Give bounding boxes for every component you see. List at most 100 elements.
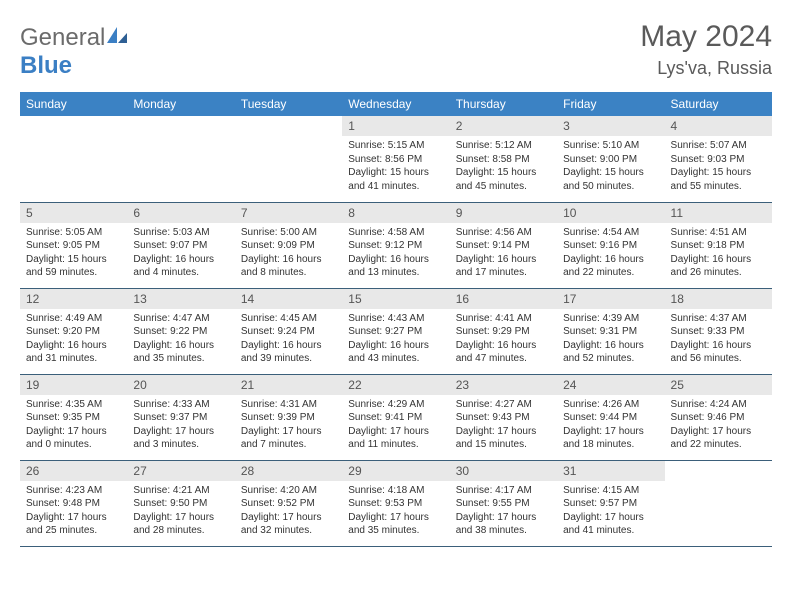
brand-logo: GeneralBlue — [20, 20, 129, 80]
day-dl: Daylight: 16 hours — [241, 253, 336, 267]
day-dl2: and 3 minutes. — [133, 438, 228, 452]
day-ss: Sunset: 9:41 PM — [348, 411, 443, 425]
day-dl: Daylight: 17 hours — [671, 425, 766, 439]
calendar-day-cell: 2Sunrise: 5:12 AMSunset: 8:58 PMDaylight… — [450, 116, 557, 202]
day-details: Sunrise: 4:31 AMSunset: 9:39 PMDaylight:… — [235, 395, 342, 456]
calendar-day-cell: 17Sunrise: 4:39 AMSunset: 9:31 PMDayligh… — [557, 288, 664, 374]
day-details: Sunrise: 4:27 AMSunset: 9:43 PMDaylight:… — [450, 395, 557, 456]
calendar-day-cell: 10Sunrise: 4:54 AMSunset: 9:16 PMDayligh… — [557, 202, 664, 288]
day-sr: Sunrise: 4:27 AM — [456, 398, 551, 412]
day-sr: Sunrise: 4:23 AM — [26, 484, 121, 498]
day-dl2: and 18 minutes. — [563, 438, 658, 452]
calendar-day-cell: 21Sunrise: 4:31 AMSunset: 9:39 PMDayligh… — [235, 374, 342, 460]
brand-general: General — [20, 24, 105, 51]
day-dl2: and 35 minutes. — [348, 524, 443, 538]
calendar-day-cell — [20, 116, 127, 202]
day-details: Sunrise: 4:45 AMSunset: 9:24 PMDaylight:… — [235, 309, 342, 370]
calendar-week-row: 1Sunrise: 5:15 AMSunset: 8:56 PMDaylight… — [20, 116, 772, 202]
day-number: 19 — [20, 375, 127, 395]
day-sr: Sunrise: 4:49 AM — [26, 312, 121, 326]
calendar-day-cell: 19Sunrise: 4:35 AMSunset: 9:35 PMDayligh… — [20, 374, 127, 460]
day-ss: Sunset: 8:56 PM — [348, 153, 443, 167]
day-dl2: and 39 minutes. — [241, 352, 336, 366]
day-dl: Daylight: 17 hours — [348, 511, 443, 525]
day-dl: Daylight: 17 hours — [133, 511, 228, 525]
day-ss: Sunset: 9:07 PM — [133, 239, 228, 253]
day-dl2: and 8 minutes. — [241, 266, 336, 280]
day-number: 29 — [342, 461, 449, 481]
day-sr: Sunrise: 4:24 AM — [671, 398, 766, 412]
day-ss: Sunset: 9:52 PM — [241, 497, 336, 511]
day-number: 1 — [342, 116, 449, 136]
day-ss: Sunset: 9:09 PM — [241, 239, 336, 253]
day-number: 15 — [342, 289, 449, 309]
day-ss: Sunset: 9:05 PM — [26, 239, 121, 253]
day-dl2: and 22 minutes. — [563, 266, 658, 280]
day-dl: Daylight: 17 hours — [133, 425, 228, 439]
day-dl2: and 55 minutes. — [671, 180, 766, 194]
day-details: Sunrise: 4:24 AMSunset: 9:46 PMDaylight:… — [665, 395, 772, 456]
weekday-header: Thursday — [450, 92, 557, 116]
day-dl2: and 50 minutes. — [563, 180, 658, 194]
calendar-day-cell: 22Sunrise: 4:29 AMSunset: 9:41 PMDayligh… — [342, 374, 449, 460]
day-sr: Sunrise: 5:10 AM — [563, 139, 658, 153]
calendar-day-cell: 13Sunrise: 4:47 AMSunset: 9:22 PMDayligh… — [127, 288, 234, 374]
day-details: Sunrise: 5:12 AMSunset: 8:58 PMDaylight:… — [450, 136, 557, 197]
month-title: May 2024 — [640, 20, 772, 54]
day-details: Sunrise: 4:49 AMSunset: 9:20 PMDaylight:… — [20, 309, 127, 370]
day-number: 2 — [450, 116, 557, 136]
calendar-day-cell: 6Sunrise: 5:03 AMSunset: 9:07 PMDaylight… — [127, 202, 234, 288]
day-ss: Sunset: 9:35 PM — [26, 411, 121, 425]
weekday-header: Monday — [127, 92, 234, 116]
calendar-day-cell: 7Sunrise: 5:00 AMSunset: 9:09 PMDaylight… — [235, 202, 342, 288]
day-details: Sunrise: 4:33 AMSunset: 9:37 PMDaylight:… — [127, 395, 234, 456]
calendar-day-cell: 20Sunrise: 4:33 AMSunset: 9:37 PMDayligh… — [127, 374, 234, 460]
day-dl2: and 25 minutes. — [26, 524, 121, 538]
calendar-day-cell: 12Sunrise: 4:49 AMSunset: 9:20 PMDayligh… — [20, 288, 127, 374]
day-ss: Sunset: 9:57 PM — [563, 497, 658, 511]
day-ss: Sunset: 9:48 PM — [26, 497, 121, 511]
day-number: 28 — [235, 461, 342, 481]
day-ss: Sunset: 9:00 PM — [563, 153, 658, 167]
day-sr: Sunrise: 4:15 AM — [563, 484, 658, 498]
day-ss: Sunset: 9:43 PM — [456, 411, 551, 425]
calendar-day-cell: 1Sunrise: 5:15 AMSunset: 8:56 PMDaylight… — [342, 116, 449, 202]
day-details: Sunrise: 4:15 AMSunset: 9:57 PMDaylight:… — [557, 481, 664, 542]
day-dl2: and 47 minutes. — [456, 352, 551, 366]
day-dl: Daylight: 17 hours — [241, 511, 336, 525]
day-dl: Daylight: 17 hours — [26, 511, 121, 525]
day-sr: Sunrise: 4:37 AM — [671, 312, 766, 326]
day-sr: Sunrise: 4:21 AM — [133, 484, 228, 498]
calendar-day-cell: 24Sunrise: 4:26 AMSunset: 9:44 PMDayligh… — [557, 374, 664, 460]
day-sr: Sunrise: 4:18 AM — [348, 484, 443, 498]
day-number: 8 — [342, 203, 449, 223]
day-dl2: and 11 minutes. — [348, 438, 443, 452]
day-number — [127, 116, 234, 122]
day-dl: Daylight: 15 hours — [671, 166, 766, 180]
calendar-day-cell: 11Sunrise: 4:51 AMSunset: 9:18 PMDayligh… — [665, 202, 772, 288]
day-details: Sunrise: 4:51 AMSunset: 9:18 PMDaylight:… — [665, 223, 772, 284]
day-number: 31 — [557, 461, 664, 481]
day-dl: Daylight: 17 hours — [456, 425, 551, 439]
day-dl: Daylight: 16 hours — [563, 253, 658, 267]
day-ss: Sunset: 9:46 PM — [671, 411, 766, 425]
day-details: Sunrise: 4:23 AMSunset: 9:48 PMDaylight:… — [20, 481, 127, 542]
calendar-day-cell — [127, 116, 234, 202]
day-dl: Daylight: 16 hours — [563, 339, 658, 353]
brand-text: GeneralBlue — [20, 24, 129, 80]
day-number: 24 — [557, 375, 664, 395]
day-dl2: and 22 minutes. — [671, 438, 766, 452]
day-number: 17 — [557, 289, 664, 309]
day-details: Sunrise: 4:39 AMSunset: 9:31 PMDaylight:… — [557, 309, 664, 370]
day-ss: Sunset: 9:55 PM — [456, 497, 551, 511]
day-number — [235, 116, 342, 122]
day-dl2: and 32 minutes. — [241, 524, 336, 538]
calendar-day-cell: 28Sunrise: 4:20 AMSunset: 9:52 PMDayligh… — [235, 460, 342, 546]
day-dl2: and 26 minutes. — [671, 266, 766, 280]
calendar-day-cell: 5Sunrise: 5:05 AMSunset: 9:05 PMDaylight… — [20, 202, 127, 288]
day-sr: Sunrise: 4:26 AM — [563, 398, 658, 412]
day-number: 9 — [450, 203, 557, 223]
day-sr: Sunrise: 4:31 AM — [241, 398, 336, 412]
day-details: Sunrise: 4:41 AMSunset: 9:29 PMDaylight:… — [450, 309, 557, 370]
calendar-week-row: 19Sunrise: 4:35 AMSunset: 9:35 PMDayligh… — [20, 374, 772, 460]
